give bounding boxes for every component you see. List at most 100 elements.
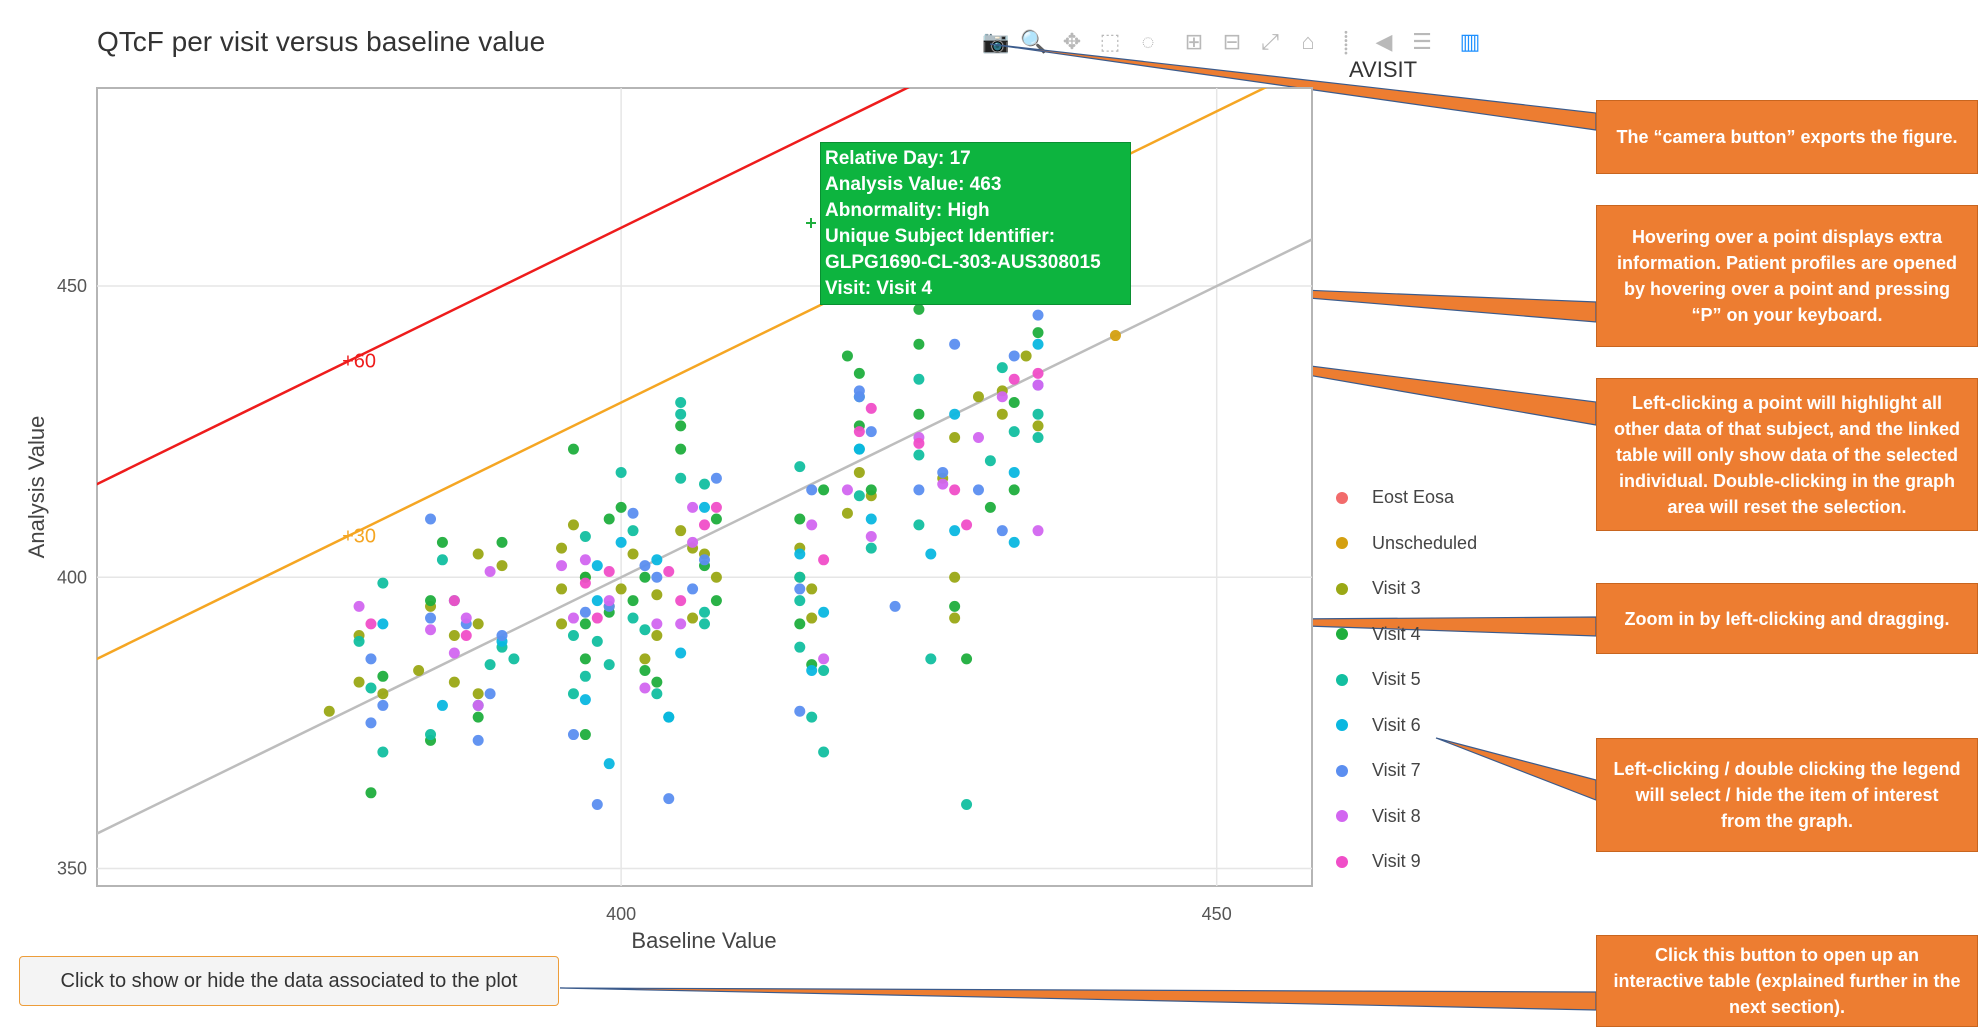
data-point[interactable] bbox=[1032, 327, 1044, 339]
data-point[interactable] bbox=[865, 484, 877, 496]
data-point[interactable] bbox=[496, 536, 508, 548]
data-point[interactable] bbox=[663, 565, 675, 577]
data-point[interactable] bbox=[639, 664, 651, 676]
data-point[interactable] bbox=[972, 391, 984, 403]
data-point[interactable] bbox=[853, 426, 865, 438]
data-point[interactable] bbox=[853, 443, 865, 455]
data-point[interactable] bbox=[699, 519, 710, 531]
data-point[interactable] bbox=[961, 653, 973, 665]
data-point[interactable] bbox=[639, 560, 651, 572]
data-point[interactable] bbox=[377, 670, 389, 682]
data-point[interactable] bbox=[591, 560, 603, 572]
data-point[interactable] bbox=[508, 653, 520, 665]
legend-item[interactable]: Visit 9 bbox=[1336, 851, 1421, 872]
data-point[interactable] bbox=[663, 793, 675, 805]
data-point[interactable] bbox=[651, 554, 663, 566]
reset-axes-icon[interactable]: ⌂ bbox=[1301, 29, 1315, 54]
data-point[interactable] bbox=[556, 542, 568, 554]
data-point[interactable] bbox=[913, 303, 925, 315]
data-point[interactable] bbox=[663, 711, 675, 723]
data-point[interactable] bbox=[913, 338, 925, 350]
data-point[interactable] bbox=[949, 431, 961, 443]
data-point[interactable] bbox=[448, 676, 460, 688]
legend-item[interactable]: Visit 7 bbox=[1336, 760, 1421, 781]
data-point[interactable] bbox=[579, 554, 591, 566]
data-point[interactable] bbox=[639, 571, 651, 583]
data-point[interactable] bbox=[913, 449, 925, 461]
data-point[interactable] bbox=[556, 618, 568, 630]
data-point[interactable] bbox=[484, 565, 496, 577]
data-point[interactable] bbox=[484, 688, 496, 700]
data-point[interactable] bbox=[699, 501, 710, 513]
data-point[interactable] bbox=[1032, 525, 1044, 537]
data-point[interactable] bbox=[425, 595, 437, 607]
data-point[interactable] bbox=[627, 612, 639, 624]
data-point[interactable] bbox=[377, 688, 389, 700]
data-point[interactable] bbox=[365, 787, 377, 799]
legend-item[interactable]: Visit 6 bbox=[1336, 715, 1421, 736]
data-point[interactable] bbox=[949, 484, 961, 496]
data-point[interactable] bbox=[913, 437, 925, 449]
data-point[interactable] bbox=[1032, 379, 1044, 391]
data-point[interactable] bbox=[1032, 338, 1044, 350]
data-point[interactable] bbox=[579, 653, 591, 665]
data-point[interactable] bbox=[853, 490, 865, 502]
data-point[interactable] bbox=[699, 478, 710, 490]
autoscale-icon[interactable]: ⤢ bbox=[1261, 29, 1279, 54]
data-point[interactable] bbox=[806, 711, 818, 723]
data-point[interactable] bbox=[651, 676, 663, 688]
data-point[interactable] bbox=[949, 525, 961, 537]
data-point[interactable] bbox=[865, 542, 877, 554]
data-point[interactable] bbox=[484, 659, 496, 671]
data-point[interactable] bbox=[556, 560, 568, 572]
data-point[interactable] bbox=[853, 367, 865, 379]
data-point[interactable] bbox=[818, 664, 830, 676]
data-point[interactable] bbox=[841, 484, 853, 496]
data-point[interactable] bbox=[949, 338, 961, 350]
data-point[interactable] bbox=[448, 595, 460, 607]
data-point[interactable] bbox=[806, 484, 818, 496]
data-point[interactable] bbox=[448, 647, 460, 659]
data-point[interactable] bbox=[1008, 350, 1020, 362]
legend-item[interactable]: Visit 3 bbox=[1336, 578, 1421, 599]
data-point[interactable] bbox=[1008, 536, 1020, 548]
data-point[interactable] bbox=[865, 513, 877, 525]
data-point[interactable] bbox=[556, 583, 568, 595]
data-point[interactable] bbox=[365, 618, 377, 630]
data-point[interactable] bbox=[794, 705, 806, 717]
data-point[interactable] bbox=[687, 612, 699, 624]
data-point[interactable] bbox=[675, 595, 687, 607]
data-point[interactable] bbox=[425, 513, 437, 525]
data-point[interactable] bbox=[591, 595, 603, 607]
data-point[interactable] bbox=[615, 501, 627, 513]
data-point[interactable] bbox=[996, 408, 1008, 420]
data-point[interactable] bbox=[603, 595, 615, 607]
data-point[interactable] bbox=[699, 606, 710, 618]
data-point[interactable] bbox=[472, 734, 484, 746]
pan-icon[interactable]: ✥ bbox=[1062, 29, 1082, 54]
data-point[interactable] bbox=[675, 420, 687, 432]
data-point[interactable] bbox=[567, 688, 579, 700]
data-point[interactable] bbox=[841, 350, 853, 362]
data-point[interactable] bbox=[806, 664, 818, 676]
data-point[interactable] bbox=[365, 682, 377, 694]
data-point[interactable] bbox=[794, 513, 806, 525]
data-point[interactable] bbox=[675, 525, 687, 537]
data-point[interactable] bbox=[794, 641, 806, 653]
data-point[interactable] bbox=[699, 554, 710, 566]
data-point[interactable] bbox=[818, 746, 830, 758]
data-point[interactable] bbox=[496, 630, 508, 642]
data-point[interactable] bbox=[436, 699, 448, 711]
data-point[interactable] bbox=[818, 606, 830, 618]
data-point[interactable] bbox=[949, 612, 961, 624]
data-point[interactable] bbox=[365, 653, 377, 665]
data-point[interactable] bbox=[425, 612, 437, 624]
data-point[interactable] bbox=[710, 501, 722, 513]
data-point[interactable] bbox=[687, 536, 699, 548]
data-point[interactable] bbox=[627, 595, 639, 607]
data-point[interactable] bbox=[806, 583, 818, 595]
data-point[interactable] bbox=[818, 554, 830, 566]
data-point[interactable] bbox=[710, 513, 722, 525]
data-point[interactable] bbox=[496, 560, 508, 572]
data-point[interactable] bbox=[1020, 350, 1032, 362]
